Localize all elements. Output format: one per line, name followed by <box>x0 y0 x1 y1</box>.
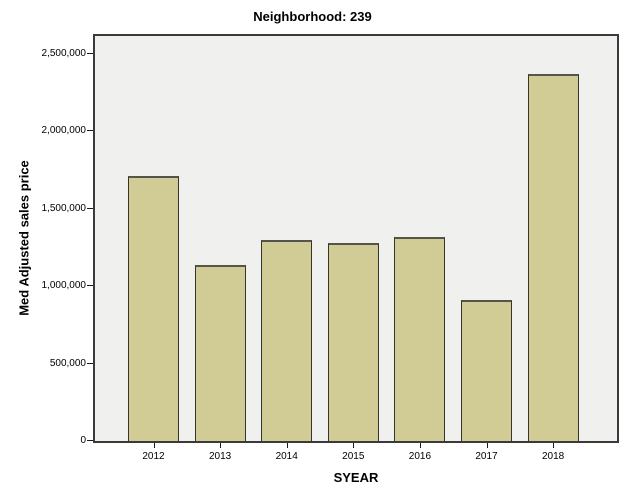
x-tick-2017 <box>486 443 488 448</box>
plot-area <box>93 34 619 443</box>
y-tick-label-500000: 500,000 <box>49 357 86 369</box>
x-tick-2018 <box>553 443 555 448</box>
bar-2015 <box>327 242 379 441</box>
x-tick-label-2018: 2018 <box>541 451 565 462</box>
y-tick-500000 <box>87 362 93 364</box>
y-tick-label-0: 0 <box>80 435 86 446</box>
bar-2018 <box>527 74 579 441</box>
y-tick-label-1500000: 1,500,000 <box>41 202 87 214</box>
chart-title: Neighborhood: 239 <box>253 9 372 24</box>
x-tick-label-2015: 2015 <box>342 451 365 462</box>
x-axis-label: SYEAR <box>333 470 379 485</box>
x-tick-2015 <box>353 443 355 448</box>
x-tick-label-2017: 2017 <box>475 451 498 462</box>
bar-2017 <box>461 300 512 441</box>
y-axis-label: Med Adjusted sales price <box>16 160 32 316</box>
y-tick-1500000 <box>87 207 93 209</box>
y-tick-2500000 <box>87 53 93 54</box>
x-tick-2013 <box>220 443 222 448</box>
bar-2012 <box>128 176 179 441</box>
y-tick-label-1000000: 1,000,000 <box>41 280 87 292</box>
x-tick-label-2016: 2016 <box>408 451 432 462</box>
bar-2014 <box>261 239 313 441</box>
x-tick-label-2012: 2012 <box>142 451 165 462</box>
x-tick-2012 <box>153 443 155 448</box>
y-tick-label-2000000: 2,000,000 <box>41 125 87 137</box>
x-tick-label-2014: 2014 <box>275 451 298 462</box>
bar-2016 <box>394 236 446 441</box>
y-tick-1000000 <box>87 285 93 287</box>
y-tick-label-2500000: 2,500,000 <box>41 48 87 59</box>
bar-2013 <box>194 264 246 441</box>
x-tick-label-2013: 2013 <box>208 451 232 462</box>
x-tick-2014 <box>286 443 288 448</box>
y-tick-0 <box>87 440 93 441</box>
x-tick-2016 <box>419 443 421 448</box>
y-tick-2000000 <box>87 130 93 132</box>
